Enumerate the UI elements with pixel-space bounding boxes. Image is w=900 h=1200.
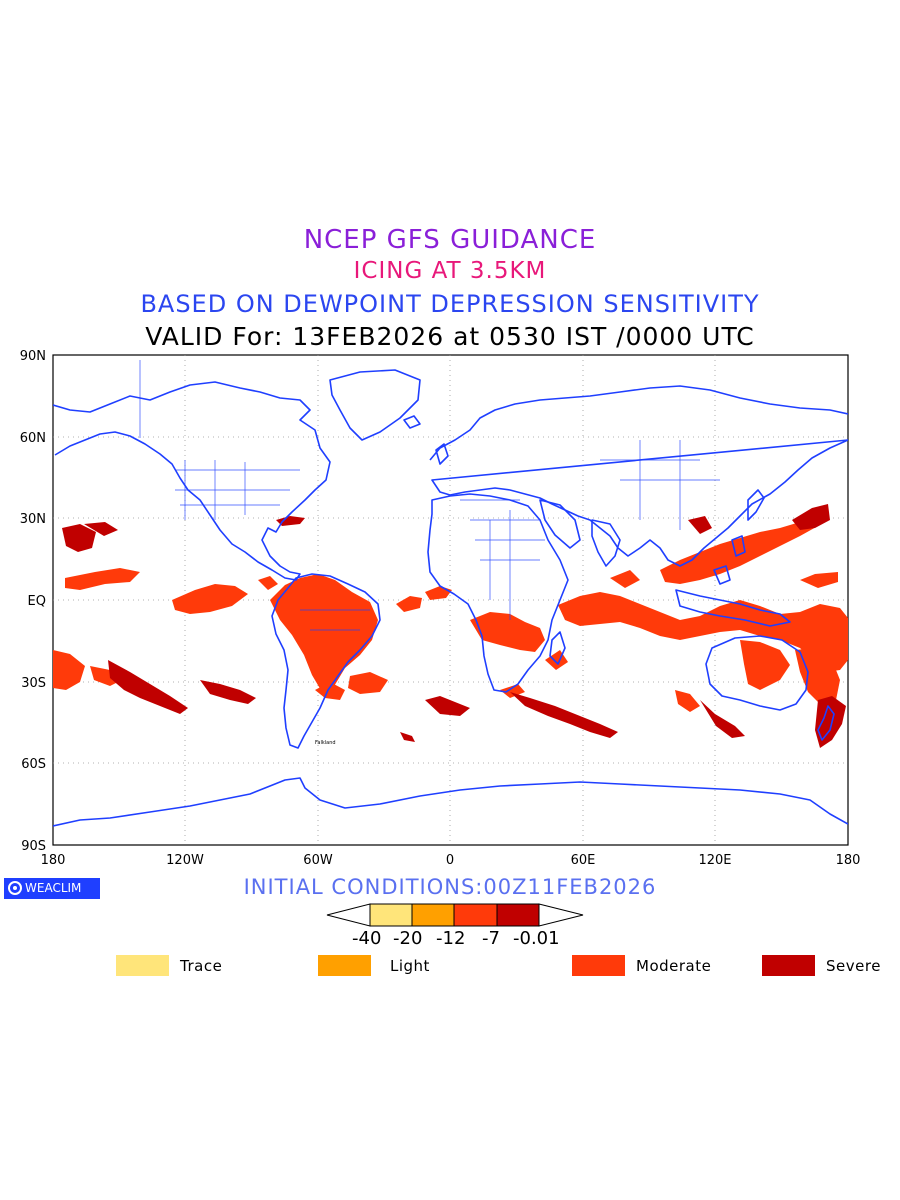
colorbar-bin-trace bbox=[369, 903, 413, 927]
colorbar-bin-severe bbox=[496, 903, 540, 927]
lat-label-90n: 90N bbox=[20, 349, 46, 364]
colorbar bbox=[326, 903, 584, 927]
logo-text: WEACLIM bbox=[25, 881, 82, 895]
lat-labels: 90N 60N 30N EQ 30S 60S 90S bbox=[20, 349, 46, 854]
icing-severe-areas bbox=[62, 504, 846, 748]
lat-label-90s: 90S bbox=[21, 839, 46, 854]
initial-conditions: INITIAL CONDITIONS:00Z11FEB2026 bbox=[243, 875, 657, 899]
lat-label-30s: 30S bbox=[21, 676, 46, 691]
lon-label-180w: 180 bbox=[41, 853, 66, 868]
colorbar-label-minus001: -0.01 bbox=[513, 928, 560, 949]
legend-label-moderate: Moderate bbox=[636, 957, 712, 975]
legend-label-trace: Trace bbox=[180, 957, 223, 975]
legend-label-light: Light bbox=[390, 957, 430, 975]
political-borders bbox=[139, 360, 720, 631]
lat-label-60n: 60N bbox=[20, 431, 46, 446]
colorbar-left-arrow bbox=[326, 903, 371, 927]
title-line-1: NCEP GFS GUIDANCE bbox=[303, 225, 597, 255]
coastlines bbox=[53, 369, 848, 827]
lon-label-120e: 120E bbox=[698, 853, 731, 868]
colorbar-label-minus12: -12 bbox=[436, 928, 466, 949]
icing-moderate-areas bbox=[53, 518, 848, 712]
colorbar-label-minus40: -40 bbox=[352, 928, 382, 949]
title-line-3: BASED ON DEWPOINT DEPRESSION SENSITIVITY bbox=[140, 290, 760, 318]
lon-label-60w: 60W bbox=[303, 853, 333, 868]
colorbar-bin-light bbox=[411, 903, 455, 927]
colorbar-label-minus20: -20 bbox=[393, 928, 423, 949]
legend-swatch-severe bbox=[762, 955, 815, 976]
title-line-2: ICING AT 3.5KM bbox=[353, 258, 547, 284]
lon-label-0: 0 bbox=[446, 853, 454, 868]
lon-labels: 180 120W 60W 0 60E 120E 180 bbox=[41, 853, 861, 868]
legend-swatch-moderate bbox=[572, 955, 625, 976]
lat-label-eq: EQ bbox=[28, 594, 46, 609]
lat-label-30n: 30N bbox=[20, 512, 46, 527]
map-label-falkland: Falkland bbox=[315, 740, 336, 746]
weaclim-logo: WEACLIM bbox=[4, 878, 100, 899]
legend-swatch-trace bbox=[116, 955, 169, 976]
copyright-circle-icon bbox=[8, 881, 22, 895]
colorbar-bin-moderate bbox=[453, 903, 498, 927]
legend-swatch-light bbox=[318, 955, 371, 976]
lon-label-60e: 60E bbox=[571, 853, 596, 868]
valid-time-title: VALID For: 13FEB2026 at 0530 IST /0000 U… bbox=[145, 322, 755, 351]
colorbar-right-arrow bbox=[538, 903, 584, 927]
lon-label-180e: 180 bbox=[836, 853, 861, 868]
lon-label-120w: 120W bbox=[166, 853, 204, 868]
legend-label-severe: Severe bbox=[826, 957, 881, 975]
lat-label-60s: 60S bbox=[21, 757, 46, 772]
colorbar-label-minus7: -7 bbox=[482, 928, 500, 949]
